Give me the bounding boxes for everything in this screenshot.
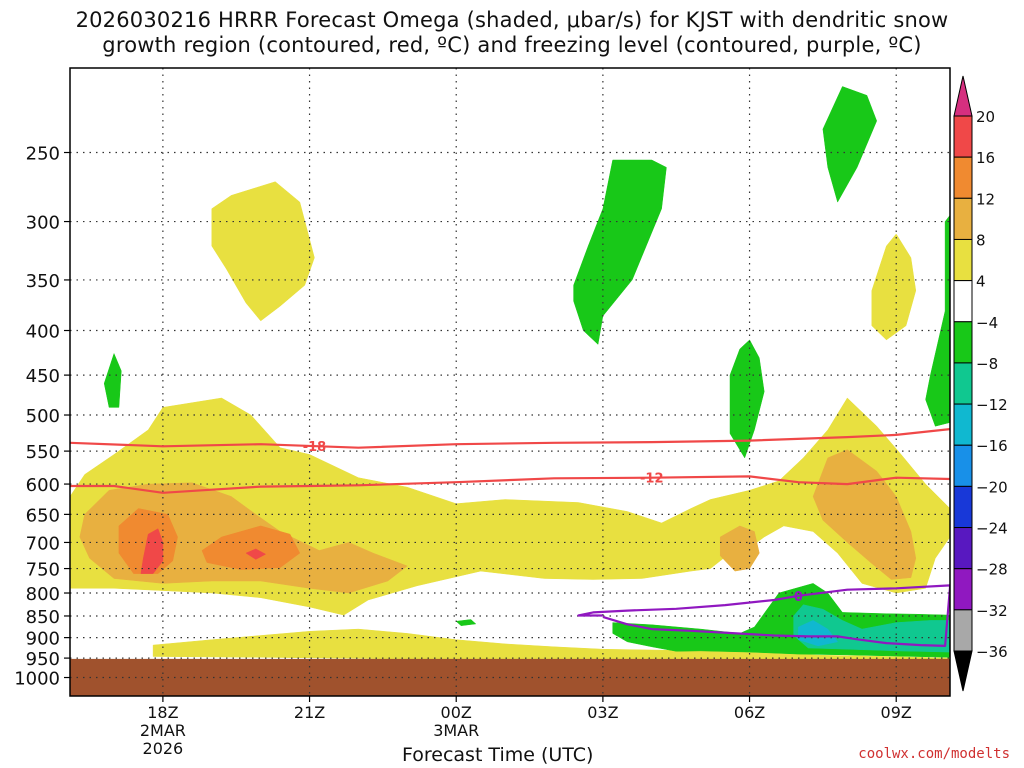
- y-tick-label-600: 600: [26, 475, 60, 496]
- omega-region-13: [822, 86, 877, 203]
- y-tick-label-500: 500: [26, 406, 60, 427]
- chart-title-line-2: growth region (contoured, red, ºC) and f…: [102, 33, 922, 57]
- colorbar-segment-0: [953, 115, 973, 158]
- omega-region-9: [140, 528, 164, 574]
- colorbar-segment-10: [953, 527, 973, 570]
- colorbar-label-10: −24: [976, 520, 1008, 538]
- y-tick-label-250: 250: [26, 144, 60, 165]
- colorbar-label-3: 8: [976, 231, 986, 249]
- y-tick-label-450: 450: [26, 366, 60, 387]
- x-tick-label-3-0: 21Z: [294, 703, 325, 722]
- x-tick-label-12-0: 06Z: [734, 703, 765, 722]
- chart-title-line-1: 2026030216 HRRR Forecast Omega (shaded, …: [75, 8, 949, 32]
- y-tick-label-950: 950: [26, 649, 60, 670]
- snow-growth-contour-label-1: -12: [640, 472, 664, 487]
- y-tick-label-1000: 1000: [14, 669, 60, 690]
- plot-frame: [69, 67, 951, 697]
- colorbar-label-8: −16: [976, 437, 1008, 455]
- omega-region-10: [245, 548, 266, 560]
- omega-shading: [70, 86, 950, 661]
- colorbar-bottom-arrow: [953, 650, 973, 692]
- colorbar-segment-3: [953, 238, 973, 282]
- omega-region-16: [455, 619, 477, 626]
- x-axis-label: Forecast Time (UTC): [402, 744, 594, 766]
- colorbar-segment-8: [953, 444, 973, 487]
- colorbar-segment-7: [953, 403, 973, 446]
- colorbar-label-5: −4: [976, 314, 998, 332]
- y-tick-label-350: 350: [26, 271, 60, 292]
- snow-growth-contour-0: [70, 428, 950, 449]
- x-tick-label-15-0: 09Z: [881, 703, 912, 722]
- colorbar-label-1: 16: [976, 149, 995, 167]
- omega-region-8: [201, 525, 301, 570]
- colorbar-label-6: −8: [976, 355, 998, 373]
- colorbar-segment-11: [953, 568, 973, 611]
- omega-region-3: [871, 233, 917, 341]
- omega-region-11: [103, 353, 122, 408]
- colorbar-label-12: −32: [976, 602, 1008, 620]
- x-tick-label-6-0: 00Z: [441, 703, 472, 722]
- x-tick-label-0-2: 2026: [143, 739, 184, 758]
- colorbar-segment-4: [953, 280, 973, 323]
- freezing-level-contour-0: [577, 584, 950, 648]
- y-tick-label-650: 650: [26, 505, 60, 526]
- snow-growth-contour-1: [70, 475, 950, 494]
- freezing-level-contour-label-0: 0: [794, 590, 803, 605]
- x-tick-label-0-1: 2MAR: [140, 721, 186, 740]
- y-tick-label-700: 700: [26, 533, 60, 554]
- colorbar-label-4: 4: [976, 273, 986, 291]
- x-tick-label-6-1: 3MAR: [433, 721, 479, 740]
- y-tick-label-800: 800: [26, 584, 60, 605]
- gridlines: [70, 68, 950, 696]
- colorbar-segment-5: [953, 321, 973, 364]
- x-tick-label-9-0: 03Z: [587, 703, 618, 722]
- y-tick-label-550: 550: [26, 442, 60, 463]
- x-tick-label-0-0: 18Z: [147, 703, 178, 722]
- colorbar-label-2: 12: [976, 190, 995, 208]
- ground-layer: [70, 658, 950, 696]
- axes: 2503003504004505005506006507007508008509…: [14, 144, 912, 758]
- y-tick-label-300: 300: [26, 213, 60, 234]
- snow-growth-contour-label-0: -18: [303, 440, 327, 455]
- y-tick-label-850: 850: [26, 607, 60, 628]
- colorbar-segment-1: [953, 156, 973, 199]
- omega-region-19: [798, 620, 838, 647]
- omega-region-1: [211, 181, 315, 322]
- omega-region-12: [573, 159, 667, 345]
- colorbar-label-11: −28: [976, 561, 1008, 579]
- colorbar-label-9: −20: [976, 478, 1008, 496]
- ground-fill: [70, 658, 950, 696]
- colorbar-segment-9: [953, 485, 973, 529]
- colorbar-top-arrow: [953, 75, 973, 117]
- colorbar-segment-12: [953, 609, 973, 652]
- y-tick-label-400: 400: [26, 322, 60, 343]
- contour-lines: -18 -12 0: [70, 428, 950, 648]
- colorbar-label-7: −12: [976, 396, 1008, 414]
- colorbar-segment-6: [953, 362, 973, 405]
- y-tick-label-900: 900: [26, 629, 60, 650]
- y-tick-label-750: 750: [26, 560, 60, 581]
- colorbar-label-0: 20: [976, 108, 995, 126]
- credit-text: coolwx.com/modelts: [858, 746, 1010, 762]
- colorbar-segment-2: [953, 197, 973, 240]
- omega-region-15: [925, 214, 950, 427]
- colorbar: 20 16 12 8 4 −4 −8 −12 −16 −20 −24 −28 −32 −36: [953, 75, 1008, 692]
- colorbar-label-13: −36: [976, 643, 1008, 661]
